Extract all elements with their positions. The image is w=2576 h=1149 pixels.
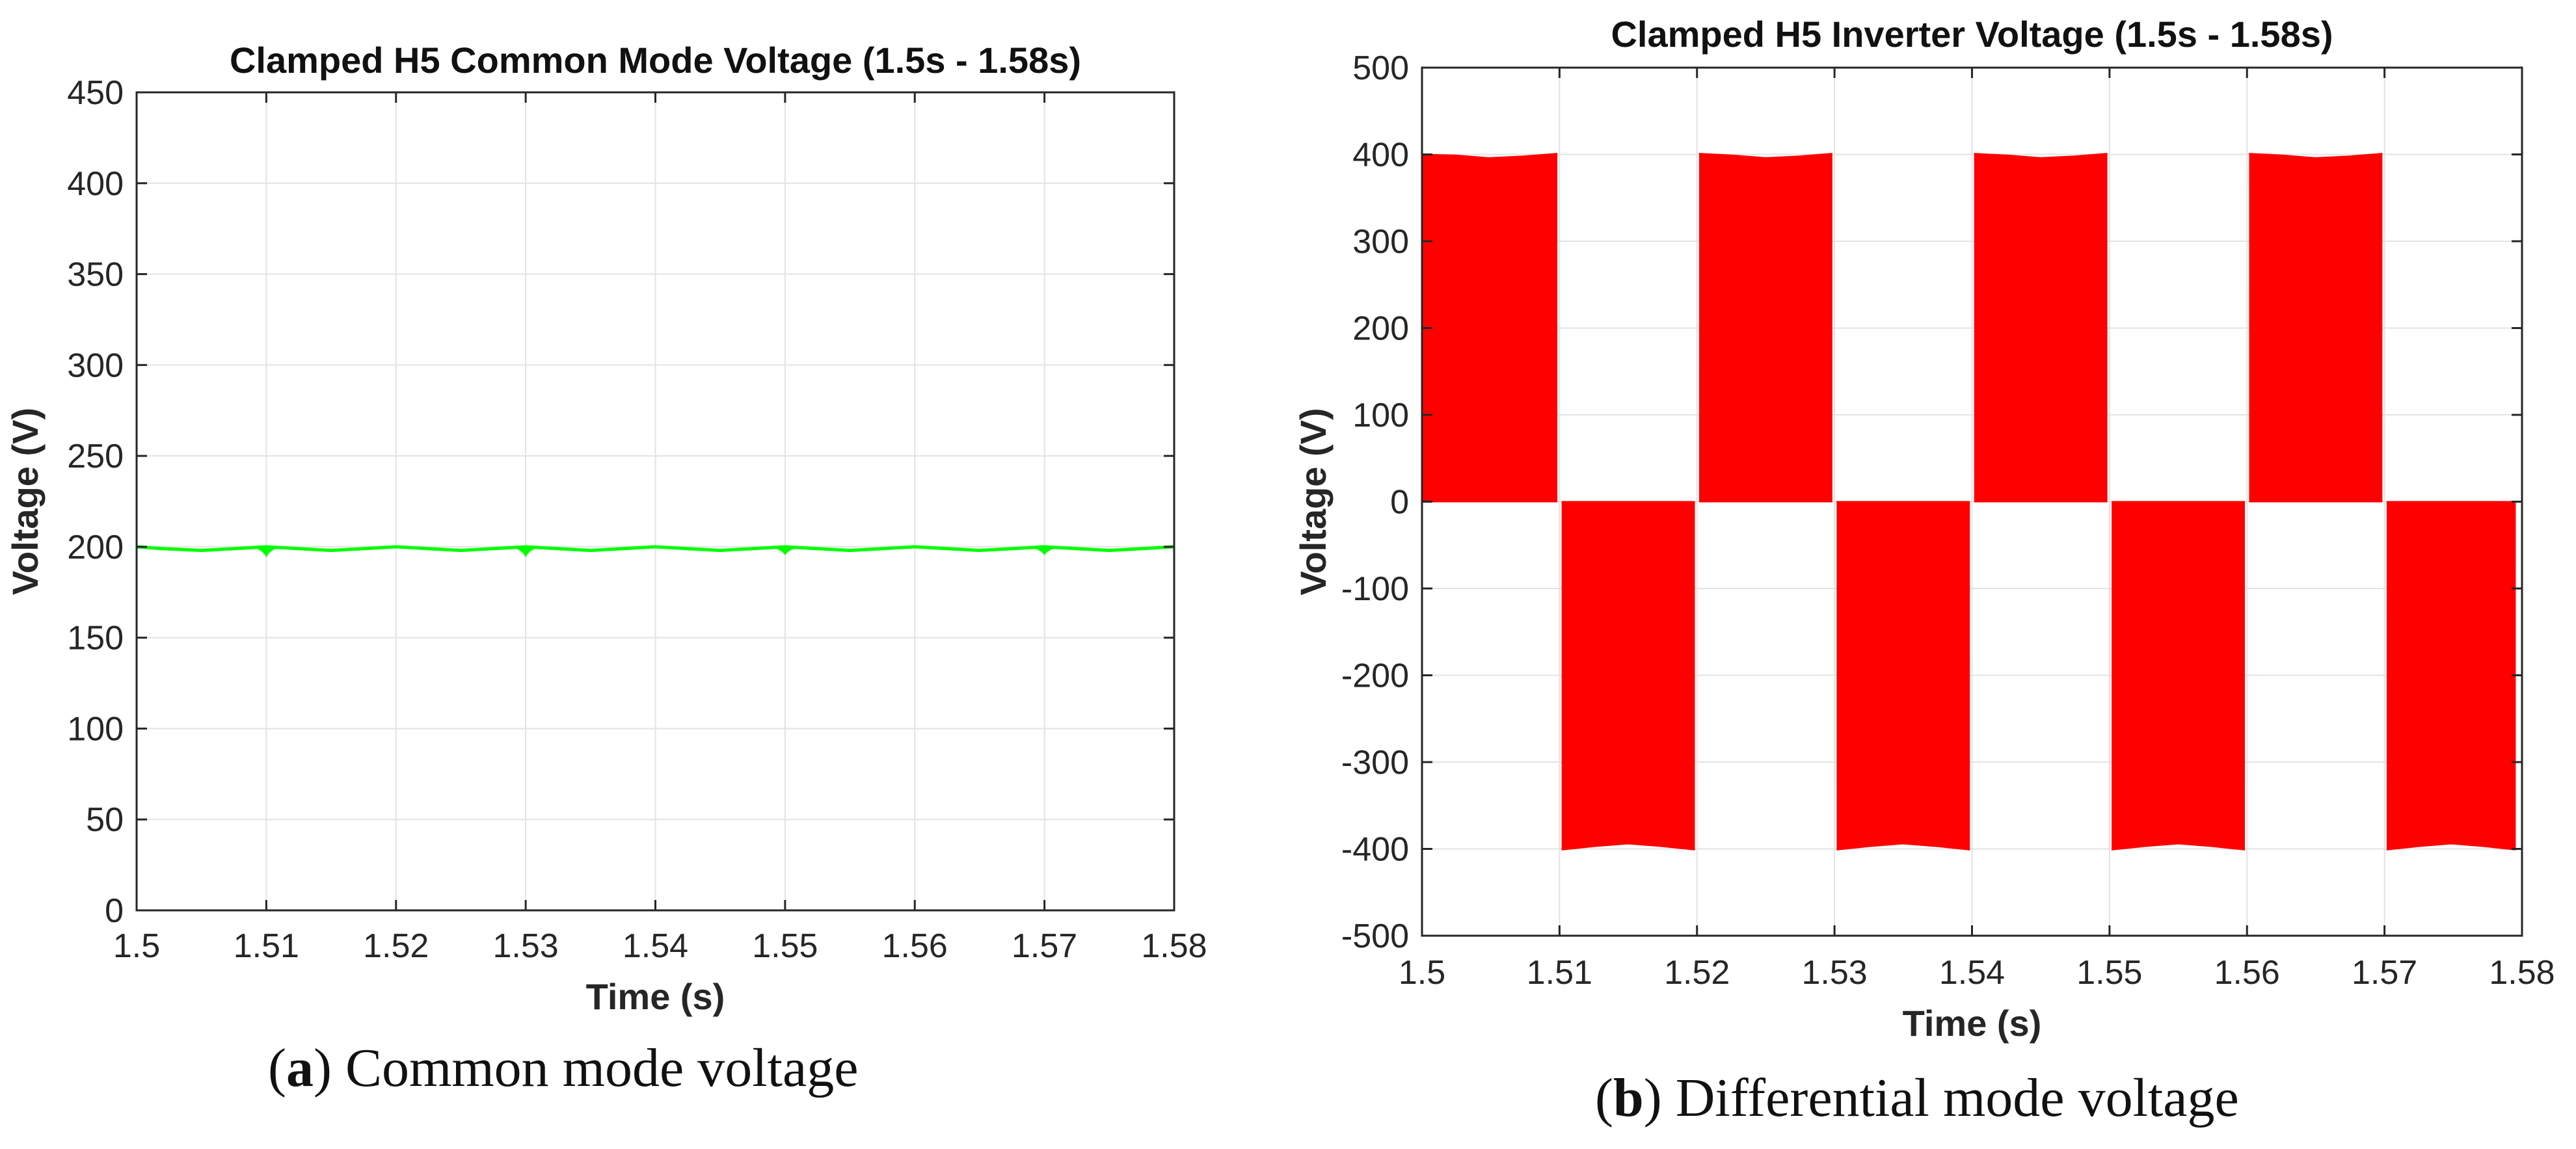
pwm-block [1836, 501, 1970, 851]
voltage-dip [770, 546, 800, 555]
y-axis-label: Voltage (V) [1293, 408, 1334, 595]
voltage-dip [1030, 546, 1059, 555]
y-tick-label: 500 [1352, 49, 1409, 87]
y-tick-label: -500 [1341, 918, 1409, 955]
y-tick-label: 350 [67, 256, 124, 294]
x-tick-label: 1.57 [2352, 954, 2417, 992]
x-tick-label: 1.51 [1527, 954, 1592, 992]
x-tick-label: 1.52 [363, 927, 429, 965]
chart-b-inverter-voltage: 1.5 1.51 1.52 1.53 1.54 1.55 1.56 1.57 1.58 -500 -… [1293, 14, 2555, 1044]
y-tick-label: 200 [1352, 310, 1409, 348]
pwm-block [1974, 153, 2108, 503]
x-tick-label: 1.56 [2214, 954, 2280, 992]
y-tick-label: 400 [1352, 137, 1409, 174]
pwm-block [2249, 153, 2383, 503]
y-tick-label: 400 [67, 165, 124, 203]
y-tick-label: 250 [67, 438, 124, 475]
x-tick-label: 1.54 [1939, 954, 2005, 992]
caption-a: (a) Common mode voltage [268, 1038, 859, 1098]
y-tick-label: 150 [67, 620, 124, 657]
y-tick-label: 100 [67, 710, 124, 748]
x-tick-label: 1.53 [493, 927, 559, 965]
x-tick-label: 1.58 [2489, 954, 2555, 992]
y-tick-label: -400 [1341, 831, 1409, 869]
x-axis-label: Time (s) [1903, 1003, 2042, 1044]
pwm-block [1698, 153, 1832, 503]
x-tick-label: 1.58 [1141, 927, 1207, 965]
x-tick-label: 1.57 [1012, 927, 1077, 965]
y-tick-label: 200 [67, 529, 124, 566]
caption-b-text: Differential mode voltage [1675, 1068, 2239, 1128]
x-tick-label: 1.5 [1399, 954, 1445, 992]
voltage-dip [252, 546, 281, 557]
chart-title: Clamped H5 Inverter Voltage (1.5s - 1.58… [1611, 14, 2333, 55]
y-tick-label: -300 [1341, 744, 1409, 782]
caption-a-letter: a [286, 1038, 314, 1098]
y-tick-label: -100 [1341, 570, 1409, 608]
y-axis-label: Voltage (V) [5, 408, 46, 595]
x-tick-label: 1.54 [623, 927, 688, 965]
y-tick-label: 450 [67, 74, 124, 112]
chart-title: Clamped H5 Common Mode Voltage (1.5s - 1… [230, 40, 1081, 81]
pwm-block [1561, 501, 1695, 851]
x-tick-label: 1.56 [882, 927, 948, 965]
chart-a-common-mode-voltage: 1.5 1.51 1.52 1.53 1.54 1.55 1.56 1.57 1.58 0 50 10… [5, 40, 1207, 1017]
pwm-block [2112, 501, 2246, 851]
x-tick-label: 1.55 [2076, 954, 2142, 992]
y-tick-label: 50 [86, 801, 124, 839]
y-tick-label: 300 [1352, 223, 1409, 261]
pwm-block [2386, 501, 2516, 851]
x-tick-label: 1.55 [752, 927, 818, 965]
y-tick-label: -200 [1341, 657, 1409, 695]
y-tick-label: 300 [67, 347, 124, 384]
x-tick-label: 1.52 [1664, 954, 1730, 992]
caption-a-text: Common mode voltage [345, 1038, 859, 1098]
x-axis-label: Time (s) [586, 976, 725, 1017]
pwm-block [1421, 153, 1558, 503]
y-tick-label: 0 [1390, 484, 1409, 522]
caption-b-letter: b [1613, 1068, 1644, 1128]
x-tick-label: 1.5 [113, 927, 160, 965]
x-tick-label: 1.51 [234, 927, 299, 965]
series-line [136, 545, 1175, 553]
voltage-dip [511, 546, 541, 557]
x-tick-label: 1.53 [1802, 954, 1868, 992]
y-tick-label: 100 [1352, 397, 1409, 434]
y-tick-label: 0 [105, 892, 124, 930]
caption-b: (b) Differential mode voltage [1595, 1068, 2239, 1128]
